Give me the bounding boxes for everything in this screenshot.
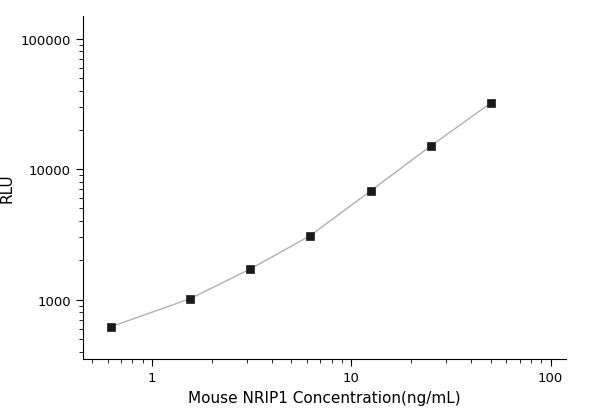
X-axis label: Mouse NRIP1 Concentration(ng/mL): Mouse NRIP1 Concentration(ng/mL) (188, 389, 461, 405)
Y-axis label: RLU: RLU (0, 173, 15, 203)
